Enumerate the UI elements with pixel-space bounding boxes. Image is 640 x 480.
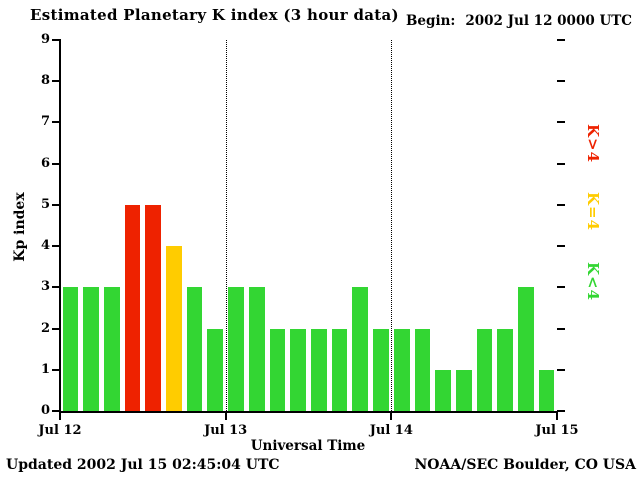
- y-tick: [52, 203, 60, 206]
- y-tick-label: 1: [40, 361, 50, 377]
- kp-bar: [248, 287, 265, 411]
- y-tick-label: 9: [40, 32, 50, 47]
- y-axis-line: [59, 39, 61, 413]
- y-tick: [52, 121, 60, 124]
- y-tick-label: 2: [40, 320, 50, 336]
- kp-bar: [166, 246, 182, 411]
- x-tick-label: Jul 13: [204, 423, 248, 438]
- y-tick-right: [557, 39, 565, 41]
- y-tick-right: [557, 121, 565, 124]
- kp-bar: [352, 287, 369, 411]
- legend-k-lt-4: K<4: [584, 262, 602, 302]
- y-tick-label: 6: [40, 155, 50, 171]
- y-tick-right: [557, 327, 565, 330]
- legend-k-gt-4: K>4: [584, 124, 602, 164]
- x-tick: [556, 413, 558, 420]
- kp-bar: [145, 204, 162, 411]
- y-tick: [52, 327, 60, 330]
- kp-bar: [538, 369, 555, 411]
- y-tick-right: [557, 80, 565, 83]
- y-tick: [52, 286, 60, 289]
- y-tick-label: 8: [40, 73, 50, 89]
- y-tick: [52, 245, 60, 248]
- y-tick: [52, 80, 60, 83]
- kp-bar: [124, 204, 141, 411]
- y-tick-label: 7: [40, 114, 50, 130]
- kp-bar: [518, 287, 534, 411]
- x-tick: [224, 413, 227, 420]
- x-tick: [59, 413, 61, 420]
- kp-bar: [497, 328, 514, 411]
- y-tick-right: [557, 162, 565, 165]
- y-tick-right: [557, 286, 565, 289]
- kp-bar: [269, 328, 286, 411]
- kp-bar: [62, 287, 79, 411]
- day-boundary-gridline: [225, 40, 227, 411]
- kp-bar: [103, 287, 120, 411]
- legend-k-eq-4: K=4: [584, 192, 602, 232]
- y-tick: [52, 368, 60, 371]
- y-axis-label: Kp index: [12, 192, 28, 262]
- x-axis-line: [59, 411, 558, 413]
- kp-bar: [455, 369, 472, 411]
- y-tick: [52, 39, 60, 41]
- begin-value: 2002 Jul 12 0000 UTC: [465, 13, 633, 29]
- kp-bar: [290, 328, 306, 411]
- kp-bar: [207, 328, 224, 411]
- x-tick: [390, 413, 393, 420]
- y-tick-right: [557, 410, 565, 412]
- x-axis-label: Universal Time: [250, 438, 366, 454]
- y-tick-right: [557, 203, 565, 206]
- kp-bar: [186, 287, 203, 411]
- y-tick-label: 5: [40, 196, 50, 212]
- kp-bar: [311, 328, 327, 411]
- kp-bar: [331, 328, 348, 411]
- kp-bar: [414, 328, 431, 411]
- y-tick-label: 0: [40, 403, 50, 418]
- chart-title: Estimated Planetary K index (3 hour data…: [30, 6, 399, 24]
- updated-timestamp: Updated 2002 Jul 15 02:45:04 UTC: [6, 457, 280, 473]
- day-boundary-gridline: [391, 40, 393, 411]
- y-tick-label: 4: [40, 238, 50, 254]
- x-tick-label: Jul 12: [38, 423, 82, 438]
- kp-bar: [83, 287, 99, 411]
- kp-bar: [435, 369, 451, 411]
- x-tick-label: Jul 15: [535, 423, 579, 438]
- y-tick-right: [557, 368, 565, 371]
- y-tick: [52, 410, 60, 412]
- source-credit: NOAA/SEC Boulder, CO USA: [414, 457, 637, 473]
- y-tick: [52, 162, 60, 165]
- y-tick-right: [557, 245, 565, 248]
- kp-bar: [228, 287, 244, 411]
- kp-bar: [393, 328, 410, 411]
- begin-time: Begin: 2002 Jul 12 0000 UTC: [406, 13, 632, 29]
- begin-label: Begin:: [406, 13, 456, 29]
- kp-bar: [476, 328, 493, 411]
- y-tick-label: 3: [40, 279, 50, 295]
- x-tick-label: Jul 14: [369, 423, 413, 438]
- kp-bar: [373, 328, 389, 411]
